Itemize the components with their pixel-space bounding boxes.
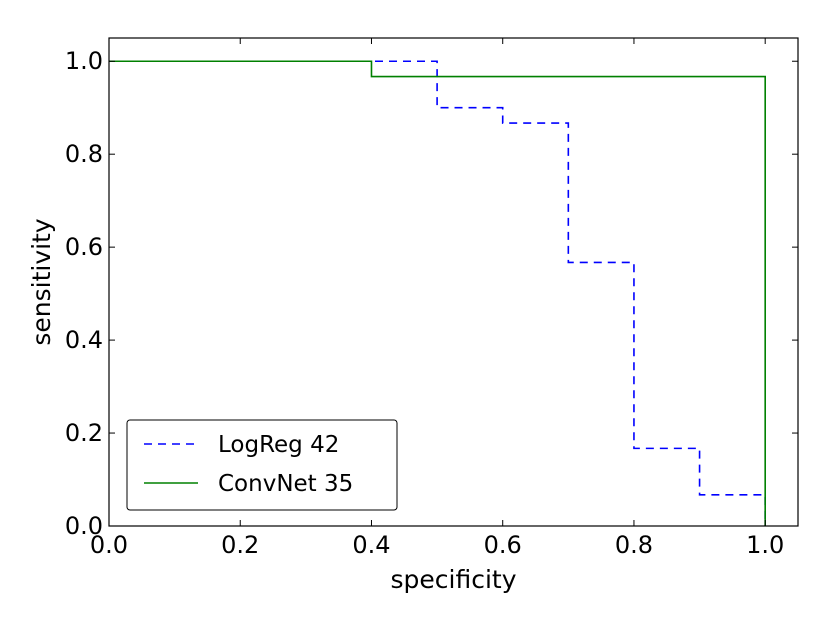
series-layer [109, 60, 766, 526]
y-tick-label: 0.4 [65, 326, 103, 354]
x-tick-label: 0.8 [615, 531, 653, 559]
y-tick-label: 0.8 [65, 140, 103, 168]
x-axis-label: specificity [390, 565, 516, 594]
plot-frame [108, 37, 799, 527]
series-line-0 [109, 60, 766, 526]
y-axis-label: sensitivity [27, 218, 56, 346]
x-tick-label: 1.0 [746, 531, 784, 559]
legend: LogReg 42 ConvNet 35 [126, 419, 398, 511]
legend-label-0: LogReg 42 [218, 432, 339, 458]
y-tick-label: 0.6 [65, 233, 103, 261]
x-tick-label: 0.2 [221, 531, 259, 559]
x-tick-label: 0.0 [90, 531, 128, 559]
legend-box [126, 419, 398, 511]
y-tick-label: 0.0 [65, 512, 103, 540]
y-tick-label: 1.0 [65, 47, 103, 75]
tick-layer: 0.0 0.2 0.4 0.6 0.8 1.0 0.0 0.2 0.4 0.6 0.8 1.0 [65, 38, 798, 559]
legend-items: LogReg 42 ConvNet 35 [144, 432, 353, 497]
legend-label-1: ConvNet 35 [218, 471, 353, 497]
y-tick-label: 0.2 [65, 419, 103, 447]
x-tick-label: 0.6 [484, 531, 522, 559]
x-tick-label: 0.4 [352, 531, 390, 559]
series-line-1 [109, 60, 766, 526]
